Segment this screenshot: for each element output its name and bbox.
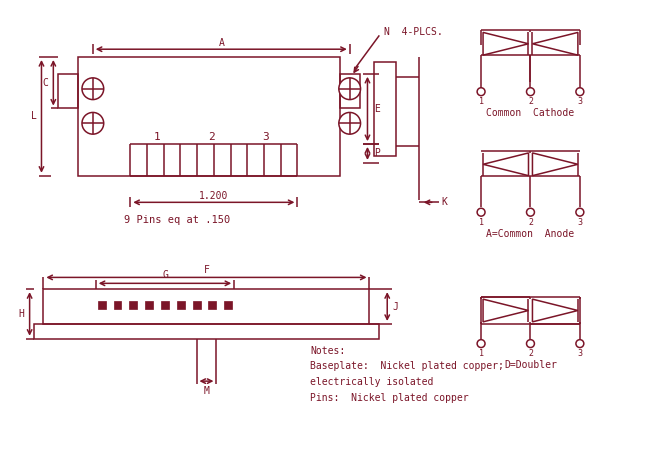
Bar [98,301,106,309]
Bar [208,301,216,309]
Text: G: G [162,270,168,280]
Text: 2: 2 [528,97,533,106]
Bar [177,301,185,309]
Text: 3: 3 [262,132,269,142]
Circle shape [526,208,534,216]
Circle shape [339,112,361,134]
Text: J: J [392,301,398,311]
Circle shape [339,78,361,99]
Circle shape [82,112,104,134]
Text: Baseplate:  Nickel plated copper;: Baseplate: Nickel plated copper; [310,361,504,371]
Bar [114,301,121,309]
Text: 1: 1 [478,349,484,358]
Text: A=Common  Anode: A=Common Anode [486,229,574,239]
Text: electrically isolated: electrically isolated [310,377,434,387]
Text: E: E [374,104,380,114]
Text: 1: 1 [478,97,484,106]
Bar [129,301,138,309]
Text: H: H [19,309,25,319]
Text: 2: 2 [528,349,533,358]
Bar [78,57,340,176]
Circle shape [526,340,534,348]
Bar [193,301,201,309]
Text: Pins:  Nickel plated copper: Pins: Nickel plated copper [310,393,469,403]
Bar [374,62,396,156]
Circle shape [477,208,485,216]
Text: A: A [218,38,224,48]
Bar [225,301,232,309]
Circle shape [526,88,534,96]
Text: 3: 3 [578,97,582,106]
Bar [161,301,169,309]
Bar [340,74,360,109]
Text: Notes:: Notes: [310,345,345,355]
Text: 9 Pins eq at .150: 9 Pins eq at .150 [124,215,230,225]
Text: P: P [374,148,380,158]
Circle shape [477,340,485,348]
Text: M: M [204,386,210,396]
Circle shape [576,208,584,216]
Text: L: L [31,111,36,121]
Text: 3: 3 [578,349,582,358]
Text: 1.200: 1.200 [199,191,228,202]
Text: N  4-PLCS.: N 4-PLCS. [384,27,443,38]
Bar [145,301,153,309]
Text: 1: 1 [154,132,160,142]
Circle shape [82,78,104,99]
Text: 2: 2 [528,218,533,227]
Text: 2: 2 [208,132,215,142]
Text: 3: 3 [578,218,582,227]
Bar [34,324,379,338]
Bar [43,289,369,324]
Circle shape [477,88,485,96]
Text: K: K [441,197,447,207]
Bar [58,74,78,109]
Text: D=Doubler: D=Doubler [504,360,557,371]
Circle shape [576,340,584,348]
Circle shape [576,88,584,96]
Text: C: C [42,78,49,88]
Text: 1: 1 [478,218,484,227]
Text: Common  Cathode: Common Cathode [486,109,574,119]
Text: F: F [204,265,210,274]
